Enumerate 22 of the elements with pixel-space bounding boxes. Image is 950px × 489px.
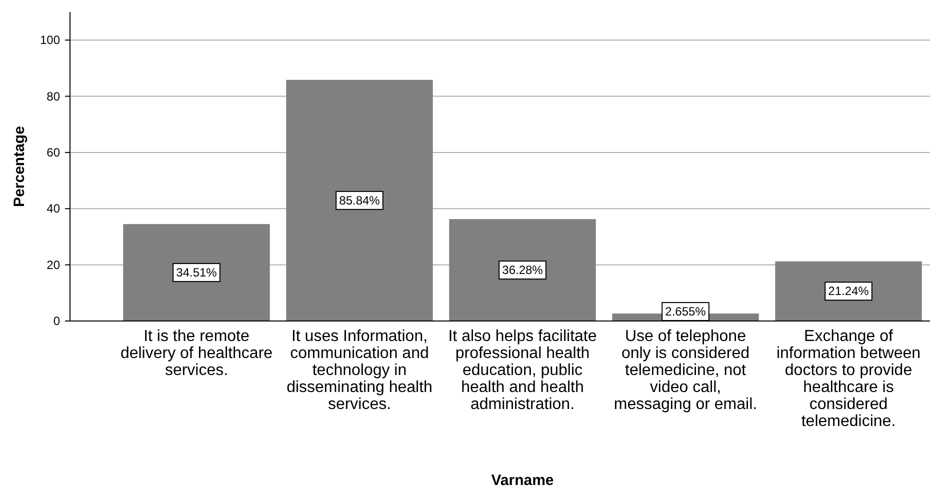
data-label: 85.84% [339,193,380,208]
y-tick-label: 40 [46,202,60,216]
y-tick-label: 100 [40,33,60,48]
y-tick-label: 20 [46,258,60,272]
bar [286,80,433,321]
y-tick-label: 0 [53,314,60,328]
bar [123,224,270,321]
x-tick-label: Use of telephone only is considered telemedicine, not video call, messaging or email. [614,328,758,413]
data-label: 36.28% [502,263,544,278]
x-tick-label: It also helps facilitate professional health education, public health and health administration. [448,328,597,413]
y-tick-label: 60 [46,145,60,160]
x-tick-label: It uses Information, communication and technology in disseminating health services. [286,328,432,413]
data-label: 2.655% [665,304,706,319]
x-tick-label: Exchange of information between doctors to provide healthcare is considered telemedicine. [776,328,921,430]
bar [449,219,596,321]
y-tick-label: 80 [46,89,60,104]
bar [775,261,922,321]
x-axis-title: Varname [491,472,554,489]
data-label: 21.24% [828,284,870,298]
x-tick-label: It is the remote delivery of healthcare services. [120,328,273,379]
data-label: 34.51% [176,266,218,280]
y-axis-title: Percentage [11,126,28,207]
